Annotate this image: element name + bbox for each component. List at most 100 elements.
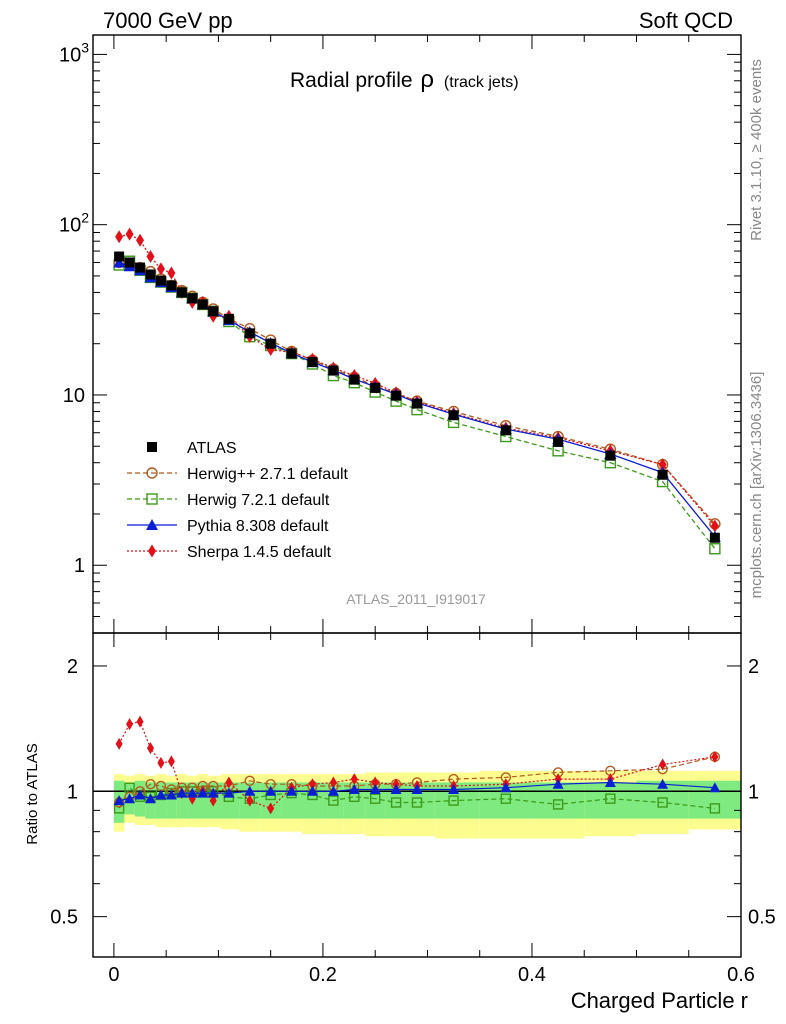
main-point-atlas [208,306,219,317]
ratio-point-pythia [265,785,277,796]
ratio-point-herwig7 [390,797,402,808]
main-point-sherpa [115,230,124,244]
main-point-sherpa [658,458,667,472]
main-y-tick-label: 10 [63,385,85,407]
ratio-point-sherpa [267,802,275,815]
ratio-point-sherpa [136,715,144,728]
main-point-atlas [448,410,459,421]
ratio-point-pythia [306,785,318,796]
legend-label-atlas: ATLAS [187,440,237,457]
main-point-atlas [187,293,198,304]
ratio-band-green [176,782,188,819]
ratio-point-herwig7 [709,803,721,814]
ratio-point-sherpa [146,742,154,755]
main-point-atlas [307,357,318,368]
legend-label-herwigpp: Herwig++ 2.7.1 default [187,466,349,483]
ratio-point-sherpa [659,758,667,771]
main-point-sherpa [156,262,165,276]
mcplots-label: mcplots.cern.ch [arXiv:1306.3436] [748,372,765,599]
ratio-point-pythia [223,787,235,798]
ratio-point-pythia [348,784,360,795]
ratio-y-tick-label-left: 2 [67,656,78,678]
main-point-atlas [223,313,234,324]
ratio-point-pythia [176,787,188,798]
main-point-atlas [244,328,255,339]
main-point-atlas [349,374,360,385]
main-point-atlas [412,398,422,409]
main-point-atlas [553,436,564,447]
ratio-point-pythia [207,787,219,798]
ratio-point-sherpa [371,776,379,789]
ratio-point-pythia [165,789,177,800]
header-left: 7000 GeV pp [103,8,233,33]
main-point-atlas [135,262,146,273]
plot-title: Radial profile ρ (track jets) [290,66,519,93]
main-point-sherpa [136,233,145,247]
plot-title-text: Radial profile [290,69,413,92]
legend-marker-herwigpp [146,467,158,479]
x-tick-label: 0.2 [309,964,337,986]
ratio-y-tick-label-left: 1 [67,781,78,803]
ratio-point-herwigpp [145,779,156,790]
ratio-y-tick-label-left: 0.5 [50,907,78,929]
legend-label-pythia: Pythia 8.308 default [187,518,329,535]
ratio-point-pythia [327,785,339,796]
main-point-atlas [145,269,156,280]
ratio-point-herwig7 [328,795,339,806]
ratio-point-sherpa [329,776,337,789]
rivet-label: Rivet 3.1.10, ≥ 400k events [748,59,765,241]
main-plot-area: 1 10 102 103 [59,34,742,634]
ratio-point-sherpa [350,773,358,786]
ratio-y-tick-label-right: 1 [748,781,759,803]
ratio-series-line-herwigpp [118,756,716,804]
ratio-point-sherpa [308,778,316,791]
legend-label-herwig7: Herwig 7.2.1 default [187,492,330,509]
ratio-point-pythia [113,795,125,806]
header-right: Soft QCD [639,8,733,33]
main-y-tick-label: 103 [59,39,89,66]
ratio-band-green [155,782,167,819]
ratio-point-herwig7 [369,793,381,804]
legend: ATLAS Herwig++ 2.7.1 default Herwig 7.2.1 … [127,440,349,561]
ratio-point-pythia [197,787,209,798]
main-point-atlas [391,390,402,401]
ratio-y-tick-label-right: 0.5 [748,907,776,929]
main-point-atlas [176,287,187,298]
ratio-point-pythia [390,784,402,795]
main-point-herwig7 [709,543,721,555]
main-point-atlas [286,348,297,359]
main-point-atlas [657,469,668,480]
ratio-band-green [197,782,208,819]
main-point-atlas [155,275,166,286]
plot-title-suffix: (track jets) [444,74,519,91]
main-point-sherpa [167,266,176,280]
ratio-point-pythia [448,784,460,795]
ratio-point-pythia [552,778,564,789]
legend-marker-atlas [147,442,157,452]
ratio-point-pythia [144,793,156,804]
main-point-pythia [113,256,126,268]
ratio-point-herwigpp [244,775,255,786]
ratio-point-sherpa [126,718,134,731]
main-point-atlas [124,257,135,268]
main-point-atlas [500,425,511,436]
main-point-sherpa [146,250,155,264]
svg-text:Radial profile ρ (: Radial profile ρ (track jets) [290,66,519,93]
main-point-atlas [114,251,125,262]
ratio-point-herwig7 [448,795,459,806]
main-point-atlas [197,299,208,310]
ratio-point-sherpa [115,737,123,750]
main-point-sherpa [125,227,134,241]
ratio-point-sherpa [167,755,175,768]
ratio-point-pythia [286,785,298,796]
main-point-atlas [605,450,616,461]
ratio-point-herwig7 [411,797,423,808]
legend-marker-sherpa [148,544,156,558]
x-tick-label: 0.4 [518,964,546,986]
main-point-atlas [709,532,720,543]
ratio-point-pythia [500,782,512,793]
ratio-point-herwig7 [552,799,564,810]
ratio-point-pythia [155,789,167,800]
main-y-tick-label: 1 [74,555,85,577]
